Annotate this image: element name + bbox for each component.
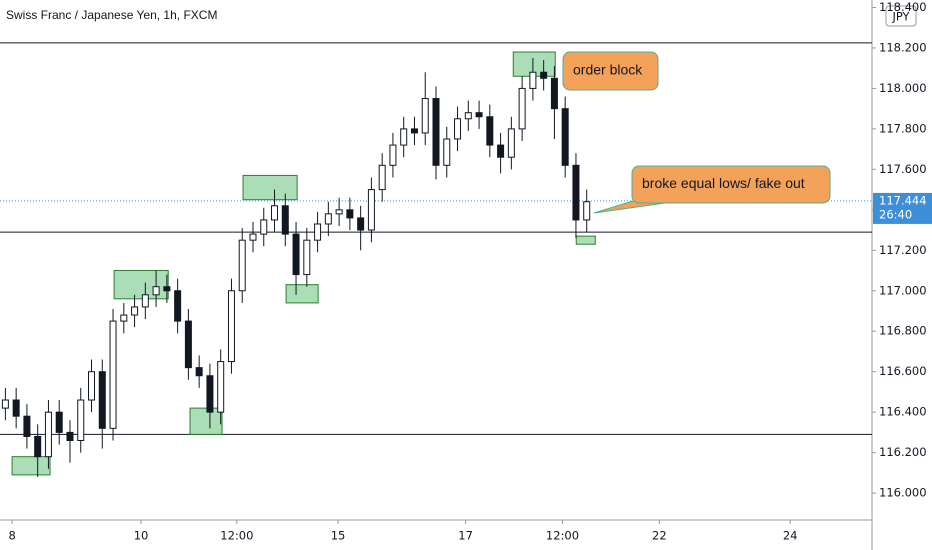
order-block-zone (189, 407, 223, 435)
candle-body (367, 189, 375, 231)
y-tick-label: 118.200 (879, 40, 927, 54)
y-tick-label: 116.000 (879, 486, 927, 500)
candle-body (389, 144, 397, 166)
candle-body (195, 367, 203, 377)
y-tick-label: 118.400 (879, 0, 927, 14)
candle-body (109, 320, 117, 429)
candle-body (66, 431, 74, 441)
candle-body (184, 320, 192, 369)
candle-body (281, 205, 289, 235)
candle-body (497, 144, 505, 158)
candle-body (131, 306, 139, 316)
candle-body (410, 128, 418, 134)
candle-body (227, 290, 235, 363)
candle-body (421, 98, 429, 134)
candle-body (507, 128, 515, 158)
candle-body (540, 71, 548, 79)
candle-body (314, 223, 322, 241)
candle-body (206, 375, 214, 413)
order-block-zone (113, 270, 169, 300)
candle-body (141, 294, 149, 308)
x-tick-label: 8 (8, 529, 15, 543)
currency-button[interactable] (885, 5, 917, 27)
y-tick-label: 116.400 (879, 405, 927, 419)
order-block-zone (11, 456, 51, 476)
plot: order block broke equal lows/ fake out (0, 42, 872, 477)
callout-text: order block (573, 62, 643, 78)
candle-body (335, 209, 343, 215)
candle-body (486, 116, 494, 146)
candle-body (443, 138, 451, 166)
callout-text: broke equal lows/ fake out (642, 175, 805, 191)
x-tick-label: 22 (652, 529, 667, 543)
candle-body (152, 286, 160, 296)
y-tick-label: 118.000 (879, 81, 927, 95)
candle-body (77, 399, 85, 441)
x-tick-label: 15 (331, 529, 346, 543)
candle-body (400, 128, 408, 146)
y-tick-label: 117.200 (879, 243, 927, 257)
candle-body (357, 217, 365, 231)
candle-body (260, 219, 268, 235)
order-block-zone (285, 284, 319, 304)
candle-body (475, 112, 483, 118)
candle-body (529, 71, 537, 89)
candle-body (55, 411, 63, 433)
candle-body (303, 239, 311, 276)
y-tick-label: 117.800 (879, 121, 927, 135)
candle-body (120, 314, 128, 322)
candle-body (1, 399, 9, 409)
y-tick-label: 116.800 (879, 324, 927, 338)
y-tick-label: 117.000 (879, 283, 927, 297)
candle-body (572, 164, 580, 221)
last-price-badge (873, 192, 932, 224)
last-price-label: 117.444 (879, 193, 927, 207)
candle-body (346, 209, 354, 219)
candle-body (163, 286, 171, 292)
candle-body (12, 399, 20, 417)
order-block-zone (242, 174, 298, 201)
candle-body (518, 87, 526, 130)
currency-label: JPY (891, 10, 910, 24)
x-tick-label: 12:00 (220, 529, 253, 543)
x-tick-label: 12:00 (546, 529, 579, 543)
candle-body (88, 371, 96, 401)
candle-body (464, 112, 472, 120)
candle-body (98, 371, 106, 429)
candle-body (174, 290, 182, 322)
candle-body (292, 233, 300, 276)
y-tick-label: 116.200 (879, 445, 927, 459)
y-tick-label: 116.600 (879, 364, 927, 378)
candle-body (324, 213, 332, 225)
y-tick-label: 117.600 (879, 162, 927, 176)
candle-body (238, 239, 246, 292)
candle-body (271, 205, 279, 221)
countdown-label: 26:40 (879, 207, 912, 221)
candle-body (432, 98, 440, 166)
x-tick-label: 10 (134, 529, 149, 543)
candle-body (561, 108, 569, 166)
callout-box (562, 51, 659, 91)
candle-body (550, 77, 558, 110)
candle-body (23, 415, 31, 437)
candle-body (378, 164, 386, 191)
candle-body (44, 411, 52, 458)
candle-body (249, 233, 257, 241)
candle-body (454, 118, 462, 140)
callout-box (631, 165, 831, 204)
order-block-zone (575, 235, 596, 245)
candle-body (34, 435, 42, 458)
candle-body (583, 201, 591, 221)
candle-body (217, 361, 225, 413)
x-tick-label: 17 (458, 529, 473, 543)
chart-title: Swiss Franc / Japanese Yen, 1h, FXCM (6, 8, 217, 22)
x-tick-label: 24 (783, 529, 798, 543)
